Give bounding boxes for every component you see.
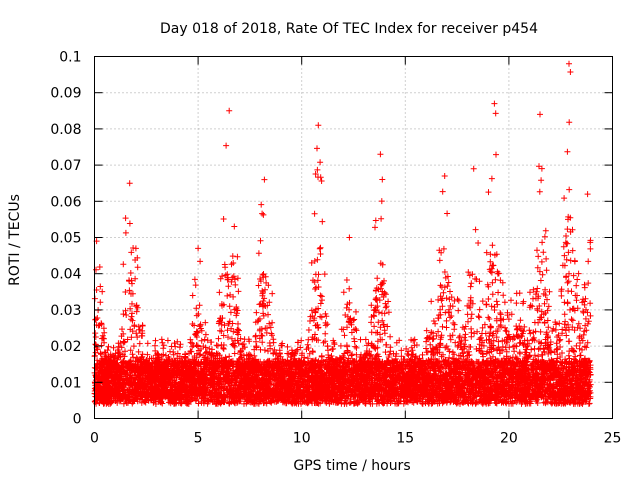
y-tick-label: 0.01 [50,375,81,391]
grid-lines [94,56,613,419]
chart-title: Day 018 of 2018, Rate Of TEC Index for r… [160,21,538,37]
y-tick-label: 0.05 [50,231,81,247]
y-tick-label: 0.02 [50,339,81,355]
y-tick-label: 0.09 [50,86,81,102]
y-tick-label: 0.1 [59,50,81,66]
y-tick-label: 0.07 [50,158,81,174]
axis-ticks: 0 0.01 0.02 0.03 0.04 0.05 0.06 0.07 0.08 0.09 0.1… [50,50,621,447]
x-tick-label: 15 [396,431,414,447]
y-tick-label: 0.06 [50,194,81,210]
y-tick-label: 0.03 [50,303,81,319]
x-tick-label: 5 [194,431,203,447]
data-points [91,60,594,407]
roti-series-markers [91,60,594,407]
y-tick-label: 0.08 [50,122,81,138]
x-tick-label: 25 [604,431,622,447]
y-tick-label: 0.04 [50,267,81,283]
y-axis-label: ROTI / TECUs [7,194,23,286]
x-tick-label: 0 [90,431,99,447]
x-tick-label: 20 [500,431,518,447]
x-axis-label: GPS time / hours [293,458,410,474]
y-tick-label: 0 [73,412,82,428]
x-tick-label: 10 [293,431,311,447]
